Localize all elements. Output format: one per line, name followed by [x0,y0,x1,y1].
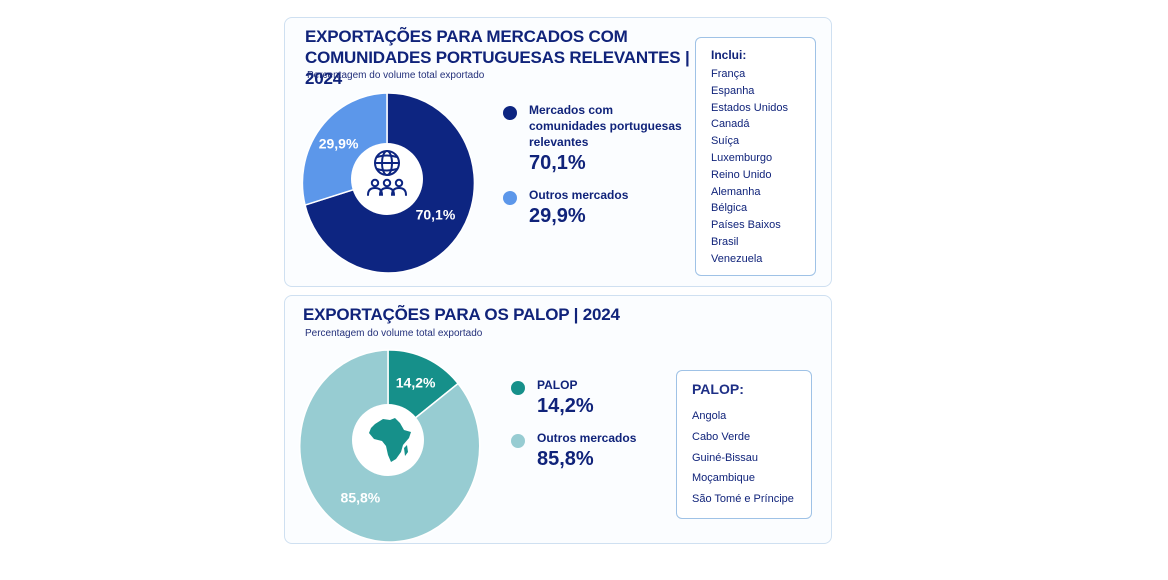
chart-subtitle: Percentagem do volume total exportado [305,328,483,339]
list-item: Bélgica [711,202,748,215]
list-item: Suíça [711,135,740,148]
globe-people-icon [367,150,407,196]
legend-item-communities: Mercados com comunidades portuguesas rel… [503,102,693,175]
list-item: Luxemburgo [711,151,773,164]
list-item: Estados Unidos [711,101,789,114]
slice-value-label: 85,8% [341,490,381,506]
palop-countries-box: PALOP: Angola Cabo Verde Guiné-Bissau Moçam… [676,370,812,519]
chart-title: EXPORTAÇÕES PARA OS PALOP | 2024 [303,305,620,324]
legend-value: 85,8% [537,448,594,470]
legend-item-palop: PALOP 14,2% [511,377,671,418]
africa-map-icon [369,418,411,462]
slice-value-label: 14,2% [396,374,436,390]
list-item: Venezuela [711,252,763,265]
legend-value: 29,9% [529,205,586,227]
legend-value: 14,2% [537,395,594,417]
list-item: Países Baixos [711,219,781,232]
list-item: Guiné-Bissau [692,451,759,464]
donut-chart-communities: 70,1% 29,9% [301,92,476,274]
included-markets-heading: Inclui: [711,48,747,62]
legend-label: Mercados com comunidades portuguesas rel… [529,103,682,149]
slice-value-label: 70,1% [416,206,456,222]
legend-swatch [503,106,517,120]
list-item: Moçambique [692,472,755,485]
legend-value: 70,1% [529,152,586,174]
list-item: França [711,68,746,80]
slice-value-label: 29,9% [319,136,359,152]
chart-panel-palop: EXPORTAÇÕES PARA OS PALOP | 2024 Percent… [284,295,832,544]
legend-swatch [511,434,525,448]
list-item: Brasil [711,235,739,248]
legend-item-others: Outros mercados 85,8% [511,430,671,471]
chart-title: EXPORTAÇÕES PARA MERCADOS COM COMUNIDADE… [305,27,690,88]
legend-swatch [503,191,517,205]
list-item: São Tomé e Príncipe [692,493,794,506]
list-item: Angola [692,410,727,422]
list-item: Canadá [711,118,750,131]
legend-label: PALOP [537,378,578,392]
list-item: Espanha [711,84,755,97]
included-markets-box: Inclui: França Espanha Estados Unidos Canad… [695,37,816,276]
chart-legend: Mercados com comunidades portuguesas rel… [503,102,693,228]
chart-panel-communities: EXPORTAÇÕES PARA MERCADOS COM COMUNIDADE… [284,17,832,287]
legend-label: Outros mercados [537,431,637,445]
list-item: Alemanha [711,185,761,198]
legend-swatch [511,381,525,395]
chart-legend: PALOP 14,2% Outros mercados 85,8% [511,377,671,471]
list-item: Cabo Verde [692,430,751,443]
donut-chart-palop: 14,2% 85,8% [299,349,481,543]
palop-countries-heading: PALOP: [692,381,744,397]
legend-label: Outros mercados [529,188,629,202]
chart-subtitle: Percentagem do volume total exportado [307,70,485,81]
list-item: Reino Unido [711,168,772,181]
legend-item-others: Outros mercados 29,9% [503,187,693,228]
